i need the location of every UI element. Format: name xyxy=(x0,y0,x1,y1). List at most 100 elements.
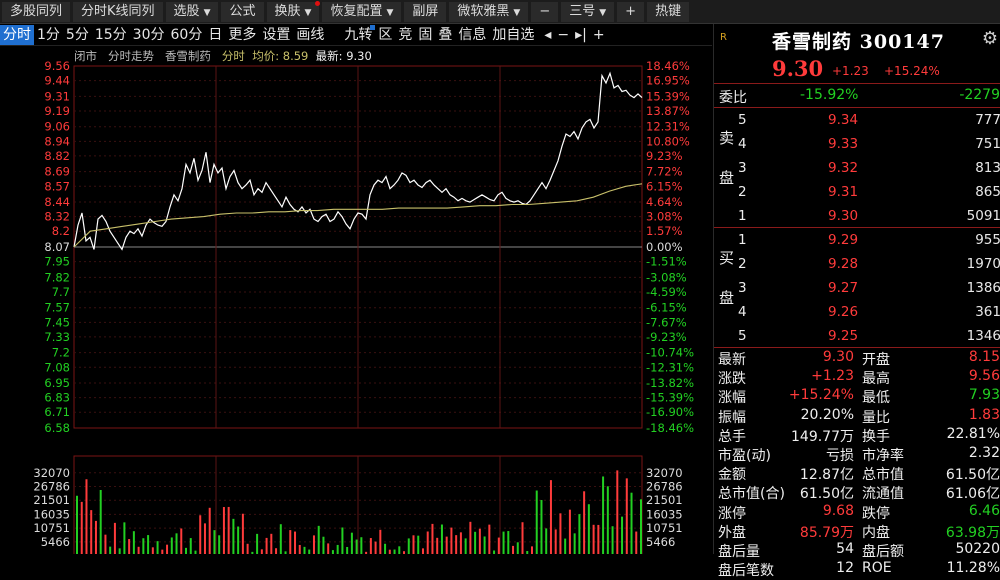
toolbar-button-1[interactable]: 分时K线同列 xyxy=(73,1,163,22)
volume-bar xyxy=(578,514,581,554)
period-tab-11[interactable]: 区 xyxy=(378,26,393,43)
period-tab-12[interactable]: 竞 xyxy=(398,26,413,43)
volume-bar xyxy=(488,524,491,554)
volume-bar xyxy=(142,538,145,554)
volume-bar xyxy=(568,509,571,554)
period-tab-9[interactable]: 画线 xyxy=(296,26,325,43)
stat-value: 9.30 xyxy=(822,349,854,365)
period-tab-1[interactable]: 1分 xyxy=(37,26,60,43)
volume-bar xyxy=(161,549,164,554)
period-tab-20[interactable]: + xyxy=(592,26,605,43)
price-tick-label: 6.83 xyxy=(44,391,70,405)
period-tab-2[interactable]: 5分 xyxy=(65,26,89,43)
stats-row: 外盘 85.79万 内盘 63.98万 xyxy=(714,521,1000,541)
stat-value: 22.81% xyxy=(946,425,1000,442)
toolbar-button-4[interactable]: 换肤 ▼ xyxy=(266,0,321,22)
chevron-down-icon: ▼ xyxy=(203,7,211,18)
buy-level: 4 xyxy=(738,304,747,320)
toolbar-button-11[interactable]: 热键 xyxy=(647,1,690,22)
stat-value: 6.46 xyxy=(968,502,1000,519)
buy-price: 9.25 xyxy=(828,328,859,344)
price-tick-label: 7.7 xyxy=(52,285,70,299)
sell-level: 5 xyxy=(738,112,747,128)
toolbar-button-8[interactable]: − xyxy=(531,1,559,22)
period-tab-16[interactable]: 加自选 xyxy=(492,26,535,43)
period-tab-14[interactable]: 叠 xyxy=(438,26,453,43)
last-price-value: 9.30 xyxy=(346,49,372,63)
period-tab-8[interactable]: 设置 xyxy=(262,26,291,43)
volume-tick-label-right: 10751 xyxy=(646,521,683,535)
period-tab-18[interactable]: − xyxy=(557,26,570,43)
sell-level-row[interactable]: 3 9.32 813 xyxy=(714,158,1000,180)
chevron-down-icon: ▼ xyxy=(599,7,607,18)
stat-label: 跌停 xyxy=(862,505,890,522)
toolbar-button-3[interactable]: 公式 xyxy=(221,1,264,22)
volume-bar xyxy=(147,535,150,554)
stats-row: 市盈(动) 亏损 市净率 2.32 xyxy=(714,444,1000,464)
price-tick-label: 8.57 xyxy=(44,179,70,193)
chevron-down-icon: ▼ xyxy=(304,7,312,18)
volume-bar xyxy=(132,531,135,554)
pct-tick-label: -7.67% xyxy=(646,315,687,329)
period-tab-15[interactable]: 信息 xyxy=(458,26,487,43)
volume-bar xyxy=(611,526,614,554)
period-tab-4[interactable]: 30分 xyxy=(132,26,165,43)
pct-tick-label: -4.59% xyxy=(646,285,687,299)
price-tick-label: 8.82 xyxy=(44,149,70,163)
volume-bar xyxy=(265,537,268,554)
sell-level: 2 xyxy=(738,184,747,200)
volume-bar xyxy=(222,507,225,554)
volume-bar xyxy=(256,533,259,554)
period-tab-0[interactable]: 分时 xyxy=(0,24,34,45)
ratio-label: 委比 xyxy=(719,90,747,106)
toolbar-button-2[interactable]: 选股 ▼ xyxy=(165,1,219,22)
buy-level-row[interactable]: 3 9.27 1386 xyxy=(714,278,1000,300)
period-tab-17[interactable]: ◂ xyxy=(544,26,552,43)
price-tick-label: 8.07 xyxy=(44,240,70,254)
volume-bar xyxy=(94,520,97,554)
volume-bar xyxy=(251,551,254,554)
toolbar-button-5[interactable]: 恢复配置 ▼ xyxy=(322,1,402,22)
sell-level-row[interactable]: 4 9.33 751 xyxy=(714,134,1000,156)
toolbar-button-7[interactable]: 微软雅黑 ▼ xyxy=(449,1,529,22)
period-tab-3[interactable]: 15分 xyxy=(94,26,127,43)
toolbar-button-6[interactable]: 副屏 xyxy=(404,1,447,22)
stat-value: 12.87亿 xyxy=(799,467,854,484)
stat-value: 7.93 xyxy=(968,387,1000,404)
period-tab-10[interactable]: 九转 xyxy=(341,24,376,45)
sell-level-row[interactable]: 1 9.30 5091 xyxy=(714,206,1000,228)
buy-level-row[interactable]: 1 9.29 955 xyxy=(714,230,1000,252)
toolbar-button-label: 副屏 xyxy=(412,3,439,19)
toolbar-button-0[interactable]: 多股同列 xyxy=(2,1,71,22)
pct-tick-label: 13.87% xyxy=(646,104,690,118)
buy-price: 9.26 xyxy=(828,304,859,320)
buy-level-row[interactable]: 2 9.28 1970 xyxy=(714,254,1000,276)
sell-level-row[interactable]: 5 9.34 777 xyxy=(714,110,1000,132)
stats-row: 涨停 9.68 跌停 6.46 xyxy=(714,502,1000,522)
volume-bar xyxy=(597,524,600,554)
price-tick-label: 8.69 xyxy=(44,165,70,179)
period-tab-5[interactable]: 60分 xyxy=(170,26,203,43)
stat-value: 50220 xyxy=(955,540,1000,557)
buy-level-row[interactable]: 5 9.25 1346 xyxy=(714,326,1000,348)
intraday-chart[interactable]: 9.56 18.46% 9.44 16.95% 9.31 15.39% 9.19 13.87%… xyxy=(0,24,712,554)
badge-icon xyxy=(370,24,376,30)
volume-bar xyxy=(530,546,533,554)
volume-bar xyxy=(459,532,462,554)
buy-level-row[interactable]: 4 9.26 361 xyxy=(714,302,1000,324)
period-tab-6[interactable]: 日 xyxy=(208,26,223,43)
period-tab-13[interactable]: 固 xyxy=(418,26,433,43)
period-tab-7[interactable]: 更多 xyxy=(228,26,257,43)
volume-bar xyxy=(170,537,173,554)
stats-row: 涨幅 +15.24% 最低 7.93 xyxy=(714,386,1000,406)
sell-level-row[interactable]: 2 9.31 865 xyxy=(714,182,1000,204)
stat-value: 61.50亿 xyxy=(799,486,854,503)
buy-level: 3 xyxy=(738,280,747,296)
period-tab-19[interactable]: ▸| xyxy=(575,26,587,43)
avg-price-line xyxy=(73,183,643,248)
toolbar-button-10[interactable]: + xyxy=(617,1,645,22)
gear-icon[interactable]: ⚙ xyxy=(981,28,998,49)
sell-price: 9.33 xyxy=(828,136,859,152)
toolbar-button-9[interactable]: 三号 ▼ xyxy=(561,1,615,22)
buy-side-label-b: 盘 xyxy=(719,289,735,307)
